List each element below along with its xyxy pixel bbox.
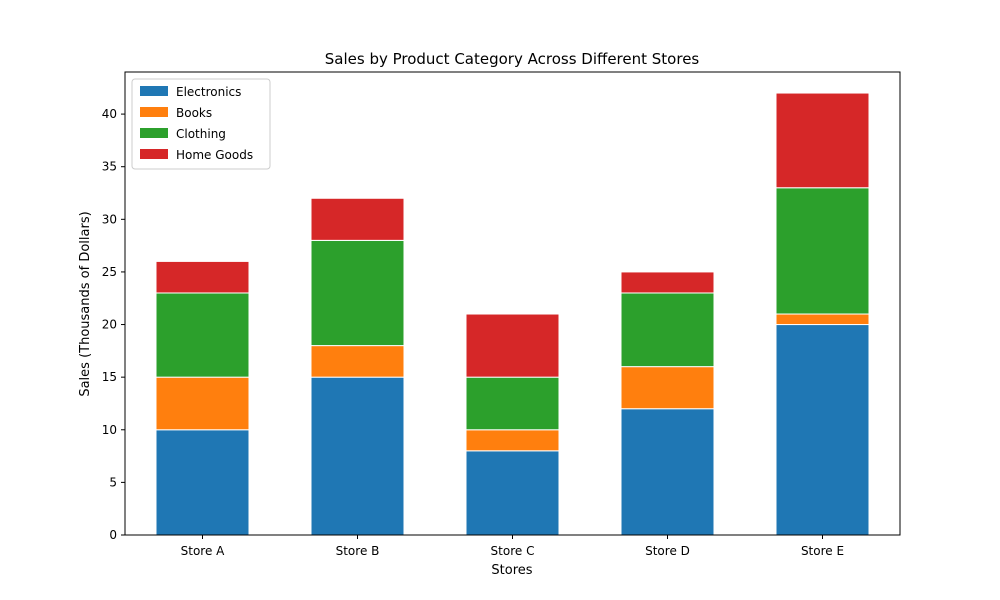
bar-segment: [155, 260, 250, 294]
y-tick-label: 20: [102, 318, 117, 332]
y-tick-label: 30: [102, 212, 117, 226]
x-tick-label: Store C: [491, 544, 535, 558]
x-tick-label: Store A: [181, 544, 226, 558]
bar-segment: [310, 345, 405, 378]
legend: Electronics Books Clothing Home Goods: [131, 78, 271, 170]
x-tick-label: Store E: [801, 544, 844, 558]
bar-segment: [620, 366, 715, 410]
bar-segment: [620, 292, 715, 368]
bar-segment: [465, 313, 560, 378]
chart-title: Sales by Product Category Across Differe…: [325, 50, 700, 68]
x-axis-label: Stores: [491, 563, 532, 578]
legend-label: Clothing: [176, 127, 226, 141]
bar-segment: [310, 239, 405, 347]
legend-label: Books: [176, 106, 212, 120]
y-tick-label: 35: [102, 160, 117, 174]
legend-frame: [131, 78, 271, 170]
x-tick-label: Store B: [336, 544, 380, 558]
legend-swatch: [140, 149, 168, 159]
y-axis-label: Sales (Thousands of Dollars): [78, 211, 93, 396]
bar-segment: [465, 376, 560, 431]
y-tick-label: 25: [102, 265, 117, 279]
legend-label: Home Goods: [176, 148, 253, 162]
y-tick-label: 10: [102, 423, 117, 437]
bar-segment: [775, 324, 870, 536]
bar-segment: [775, 313, 870, 326]
legend-swatch: [140, 107, 168, 117]
bar-segment: [155, 376, 250, 431]
legend-swatch: [140, 128, 168, 138]
bar-segment: [775, 187, 870, 315]
plot-area: 0 5 10 15 20 25 30 35 40 Store A Store B Store C Sto…: [102, 71, 901, 558]
bar-segment: [620, 271, 715, 294]
y-tick-label: 0: [109, 528, 117, 542]
y-tick-label: 5: [109, 475, 117, 489]
y-tick-label: 40: [102, 107, 117, 121]
bar-segment: [155, 429, 250, 536]
bar-segment: [310, 376, 405, 536]
legend-swatch: [140, 86, 168, 96]
bar-segment: [465, 429, 560, 452]
legend-label: Electronics: [176, 85, 241, 99]
bar-segment: [620, 408, 715, 536]
bar-segment: [775, 92, 870, 189]
bar-segment: [155, 292, 250, 378]
bar-segment: [310, 197, 405, 241]
x-tick-label: Store D: [645, 544, 690, 558]
y-tick-label: 15: [102, 370, 117, 384]
bar-segment: [465, 450, 560, 536]
